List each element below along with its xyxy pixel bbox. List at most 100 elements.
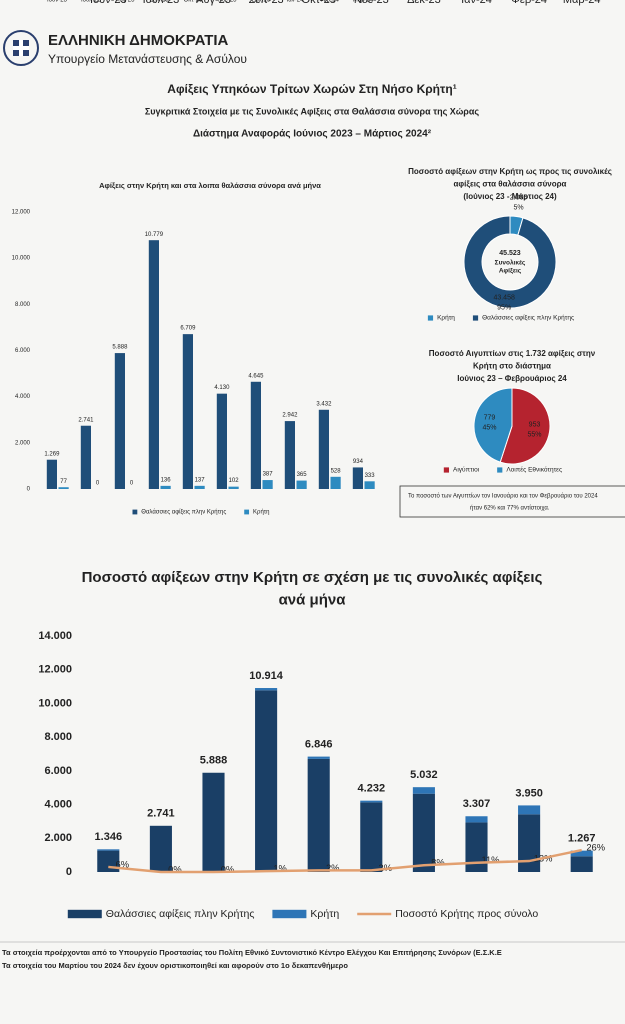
y-tick-label: 12.000 bbox=[38, 664, 72, 676]
slice bbox=[473, 387, 513, 463]
x-tick-label: Δεκ-23 bbox=[407, 0, 441, 6]
bar bbox=[194, 485, 205, 489]
x-tick-label: Ιουν-23 bbox=[90, 0, 127, 6]
country: ΕΛΛΗΝΙΚΗ ΔΗΜΟΚΡΑΤΙΑ bbox=[48, 32, 229, 49]
bar bbox=[58, 487, 69, 489]
share-label: 95% bbox=[497, 304, 511, 311]
bar bbox=[364, 481, 375, 489]
chart-title: αφίξεις στα θαλάσσια σύνορα bbox=[454, 180, 567, 189]
bar bbox=[465, 816, 488, 823]
legend-label: Αιγύπτιοι bbox=[453, 466, 480, 474]
bar bbox=[318, 409, 329, 489]
bar bbox=[518, 814, 541, 872]
total-label: 45.523 bbox=[499, 250, 521, 257]
value-label: 77 bbox=[60, 479, 67, 485]
value-label: 387 bbox=[263, 472, 274, 478]
bar bbox=[228, 486, 239, 489]
bar bbox=[360, 800, 383, 803]
bar bbox=[114, 353, 125, 489]
y-tick-label: 8.000 bbox=[15, 302, 31, 308]
ministry: Υπουργείο Μετανάστευσης & Ασύλου bbox=[48, 52, 247, 66]
value-label: 1.269 bbox=[44, 451, 60, 457]
value-label: 3.432 bbox=[316, 401, 332, 407]
chart-title: Ποσοστό αφίξεων στην Κρήτη σε σχέση με τ… bbox=[82, 569, 543, 586]
value-label: 136 bbox=[161, 477, 172, 483]
x-tick-label: Ιουλ-23 bbox=[143, 0, 180, 6]
x-tick-label: Σεπ-23 bbox=[149, 0, 169, 4]
bar bbox=[160, 485, 171, 489]
value-label: 0% bbox=[221, 864, 235, 874]
bar bbox=[330, 476, 341, 489]
value-label: 779 bbox=[484, 414, 496, 421]
total-label: 3.950 bbox=[515, 787, 543, 799]
bar bbox=[255, 690, 278, 872]
x-tick-label: Σεπ-23 bbox=[248, 0, 283, 6]
legend-marker bbox=[272, 909, 307, 919]
bar bbox=[182, 334, 193, 489]
slice bbox=[463, 215, 557, 309]
total-label: 2.741 bbox=[147, 808, 175, 820]
bar bbox=[465, 822, 488, 872]
value-label: 4.130 bbox=[214, 385, 230, 391]
value-label: 934 bbox=[353, 459, 364, 465]
total-label: 4.232 bbox=[358, 783, 386, 795]
x-tick-label: Οκτ-23 bbox=[184, 0, 203, 4]
x-tick-label: Φεβ-24 bbox=[511, 0, 547, 6]
legend-marker bbox=[132, 509, 138, 515]
legend-marker bbox=[472, 315, 479, 321]
value-label: 0% bbox=[168, 864, 182, 874]
bar bbox=[307, 758, 330, 872]
subtitle: Συγκριτικά Στοιχεία με τις Συνολικές Αφί… bbox=[145, 106, 479, 116]
value-label: 6% bbox=[116, 859, 130, 869]
bar bbox=[360, 802, 383, 872]
legend-marker bbox=[67, 909, 102, 919]
y-tick-label: 0 bbox=[27, 487, 31, 493]
bar bbox=[296, 480, 307, 489]
value-label: 10.779 bbox=[145, 232, 164, 238]
bar bbox=[149, 825, 172, 872]
y-tick-label: 10.000 bbox=[12, 256, 31, 262]
value-label: 2% bbox=[326, 863, 340, 873]
bar bbox=[250, 381, 261, 489]
value-label: 1% bbox=[273, 864, 287, 874]
y-tick-label: 0 bbox=[66, 866, 72, 878]
total-label: 5.032 bbox=[410, 769, 438, 781]
value-label: 0 bbox=[130, 481, 134, 487]
bar bbox=[518, 805, 541, 815]
bar bbox=[284, 421, 295, 489]
value-label: 137 bbox=[195, 477, 206, 483]
value-label: 365 bbox=[297, 472, 308, 478]
y-tick-label: 6.000 bbox=[44, 765, 72, 777]
total-label: 1.346 bbox=[95, 831, 123, 843]
bar bbox=[570, 850, 593, 857]
value-label: 0 bbox=[96, 481, 100, 487]
y-tick-label: 12.000 bbox=[12, 210, 31, 216]
share-label: 55% bbox=[528, 431, 542, 438]
x-tick-label: Ιαν-24 bbox=[287, 0, 304, 4]
footer-note: Τα στοιχεία προέρχονται από το Υπουργείο… bbox=[2, 948, 502, 957]
footer-note: Τα στοιχεία του Μαρτίου του 2024 δεν έχο… bbox=[2, 961, 348, 970]
chart-title: Ιούνιος 23 – Φεβρουάριος 24 bbox=[457, 374, 567, 383]
value-label: 102 bbox=[229, 478, 240, 484]
share-label: 45% bbox=[482, 424, 496, 431]
value-label: 4.645 bbox=[248, 373, 264, 379]
legend-marker bbox=[427, 315, 434, 321]
x-tick-label: Μαρ-24 bbox=[563, 0, 601, 6]
x-tick-label: Νοε-23 bbox=[354, 0, 389, 6]
value-label: 11% bbox=[481, 855, 499, 865]
legend-marker bbox=[443, 467, 450, 473]
chart-title: (Ιούνιος 23 - Μάρτιος 24) bbox=[463, 192, 557, 201]
legend-label: Λοιπές Εθνικότητες bbox=[506, 466, 562, 474]
y-tick-label: 4.000 bbox=[15, 394, 31, 400]
legend-label: Θαλάσσιες αφίξεις πλην Κρήτης bbox=[482, 314, 574, 322]
value-label: 528 bbox=[331, 468, 342, 474]
main-title: Αφίξεις Υπηκόων Τρίτων Χωρών Στη Νήσο Κρ… bbox=[167, 82, 456, 96]
x-tick-label: Αυγ-23 bbox=[196, 0, 231, 6]
y-tick-label: 2.000 bbox=[15, 440, 31, 446]
bar bbox=[352, 467, 363, 489]
total-label: 6.846 bbox=[305, 739, 333, 751]
bar bbox=[80, 425, 91, 489]
value-label: 2.741 bbox=[78, 417, 94, 423]
bar bbox=[97, 849, 120, 851]
